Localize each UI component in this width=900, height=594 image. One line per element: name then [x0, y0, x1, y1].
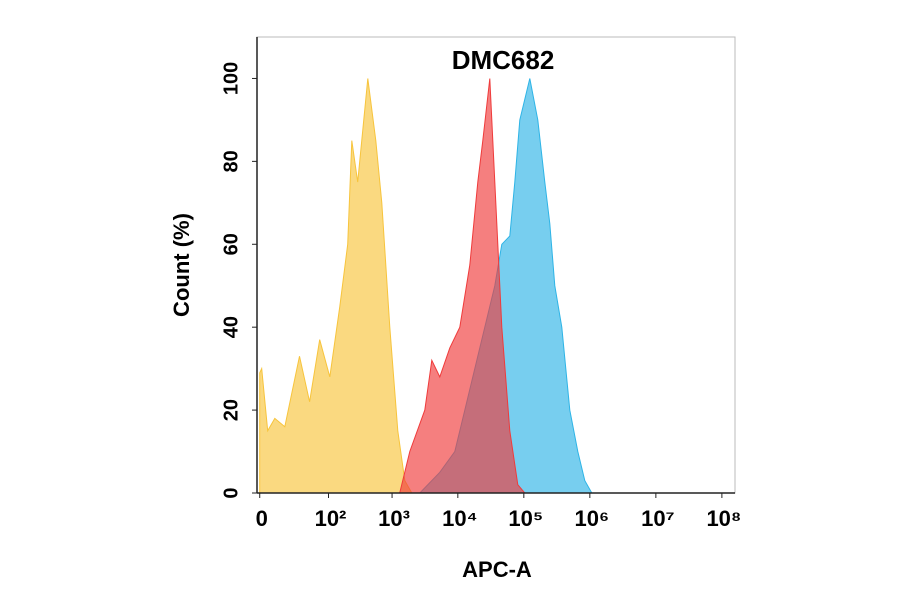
x-tick-label: 10⁵	[508, 506, 543, 531]
x-axis-label: APC-A	[462, 557, 532, 582]
x-tick-label: 0	[256, 506, 268, 531]
y-tick-label: 60	[220, 233, 242, 255]
x-tick-label: 10⁶	[575, 506, 610, 531]
chart-title: DMC682	[452, 45, 555, 75]
x-tick-label: 10³	[378, 506, 410, 531]
y-tick-label: 20	[220, 399, 242, 421]
y-tick-label: 40	[220, 316, 242, 338]
histogram-area	[399, 78, 526, 494]
y-tick-label: 80	[220, 150, 242, 172]
x-tick-label: 10⁸	[706, 506, 741, 531]
histogram-area	[259, 78, 413, 494]
x-tick-label: 10⁴	[442, 506, 477, 531]
y-tick-label: 100	[220, 62, 242, 95]
x-tick-label: 10²	[315, 506, 347, 531]
y-tick-label: 0	[220, 487, 242, 498]
x-tick-label: 10⁷	[641, 506, 675, 531]
y-axis-label: Count (%)	[169, 213, 194, 317]
